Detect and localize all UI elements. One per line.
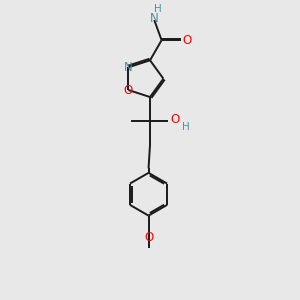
Text: H: H bbox=[182, 122, 190, 132]
Text: O: O bbox=[170, 112, 179, 125]
Text: O: O bbox=[144, 230, 153, 244]
Text: H: H bbox=[154, 4, 162, 14]
Text: N: N bbox=[124, 61, 133, 74]
Text: N: N bbox=[150, 12, 159, 26]
Text: O: O bbox=[124, 83, 133, 97]
Text: O: O bbox=[182, 34, 191, 47]
